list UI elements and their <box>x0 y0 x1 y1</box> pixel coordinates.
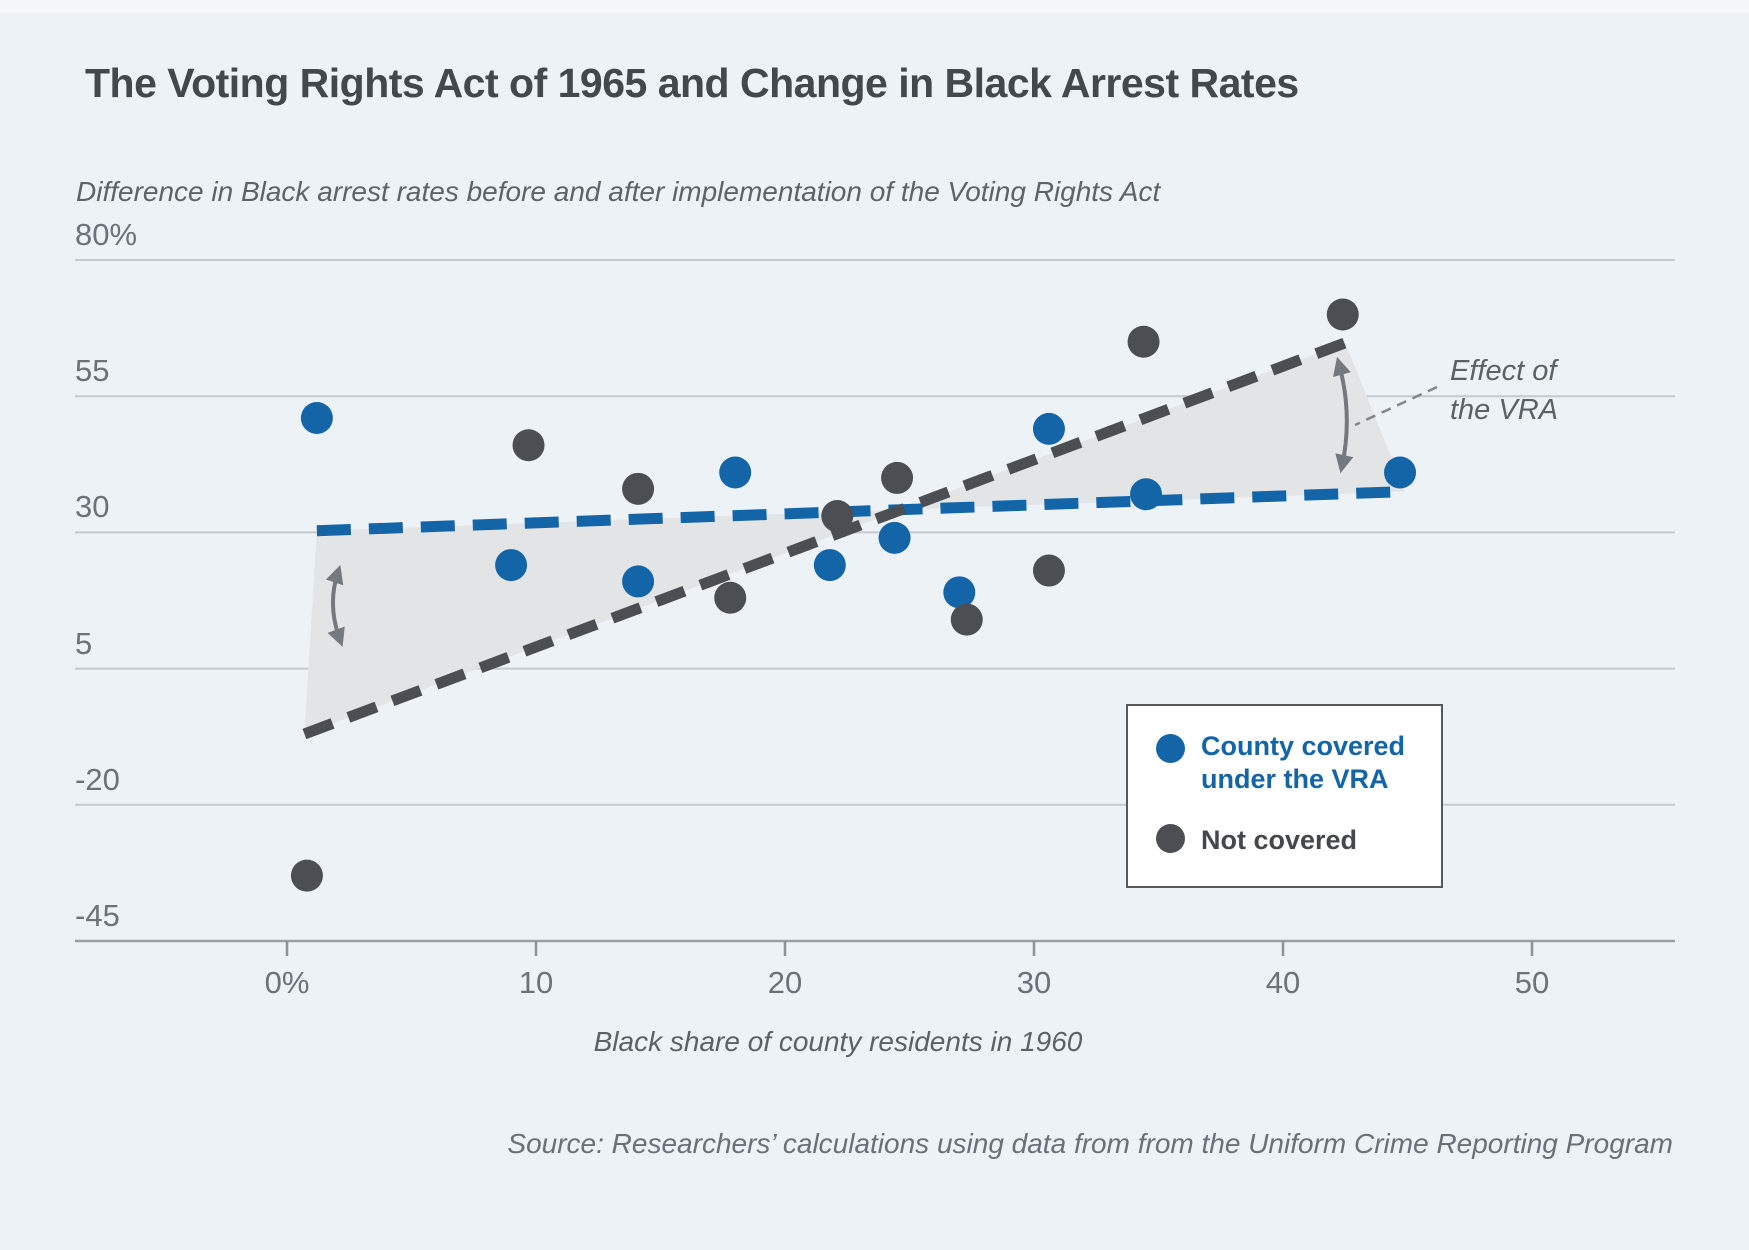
gap-arrow-left <box>325 565 345 647</box>
y-tick-label: 55 <box>75 353 110 389</box>
y-tick-label: 30 <box>75 489 110 525</box>
top-edge-strip <box>0 0 1749 13</box>
y-tick-label: -20 <box>75 761 120 797</box>
covered-trend-line <box>316 486 1406 537</box>
legend-box: County covered under the VRA Not covered <box>1126 704 1443 888</box>
x-axis-title: Black share of county residents in 1960 <box>593 1026 1083 1057</box>
data-point-covered <box>1130 478 1163 511</box>
data-point-not-covered <box>881 461 914 494</box>
data-point-covered <box>1384 456 1417 489</box>
data-point-not-covered <box>1326 298 1359 331</box>
data-point-covered <box>719 456 752 489</box>
data-point-covered <box>878 521 911 554</box>
legend-label-covered: County covered under the VRA <box>1201 731 1406 794</box>
legend-item-not-covered: Not covered <box>1156 824 1357 857</box>
data-point-covered <box>943 576 976 609</box>
covered-dot-icon <box>1156 734 1185 763</box>
gap-arrow-right <box>1333 356 1354 474</box>
data-point-not-covered <box>1127 325 1160 358</box>
scatter-points <box>290 298 1417 892</box>
chart-subtitle: Difference in Black arrest rates before … <box>76 176 1161 207</box>
x-tick-label: 20 <box>767 965 803 1000</box>
x-tick-label: 50 <box>1514 965 1550 1000</box>
data-point-not-covered <box>950 603 983 636</box>
legend-label-not-covered: Not covered <box>1201 825 1358 855</box>
legend-item-covered: County covered under the VRA <box>1156 730 1405 796</box>
data-point-covered <box>813 549 846 582</box>
x-tick-label: 0% <box>264 965 310 1000</box>
chart-title: The Voting Rights Act of 1965 and Change… <box>85 60 1299 106</box>
x-tick-label: 30 <box>1016 965 1052 1000</box>
data-point-not-covered <box>290 859 323 892</box>
x-tick-label: 40 <box>1265 965 1301 1000</box>
x-axis <box>285 941 1534 956</box>
annotation-leader-line <box>1354 385 1438 427</box>
vra-effect-wedge <box>304 342 1406 734</box>
x-tick-label: 10 <box>518 965 554 1000</box>
y-tick-label: 5 <box>75 625 93 661</box>
data-point-not-covered <box>1032 554 1065 587</box>
data-point-covered <box>622 565 655 598</box>
y-tick-label: -45 <box>75 898 120 933</box>
data-point-covered <box>495 549 528 582</box>
effect-annotation-line1: Effect of <box>1450 355 1557 387</box>
data-point-not-covered <box>512 429 545 462</box>
data-point-covered <box>1032 412 1065 445</box>
data-point-covered <box>300 401 333 434</box>
data-point-not-covered <box>821 500 854 533</box>
data-point-not-covered <box>714 581 747 614</box>
data-point-not-covered <box>622 472 655 505</box>
source-note: Source: Researchers’ calculations using … <box>507 1128 1673 1159</box>
y-tick-label: 80% <box>75 217 138 252</box>
effect-annotation-line2: the VRA <box>1450 394 1558 426</box>
effect-annotation: Effect of the VRA <box>1450 352 1558 430</box>
not-covered-dot-icon <box>1156 824 1185 853</box>
